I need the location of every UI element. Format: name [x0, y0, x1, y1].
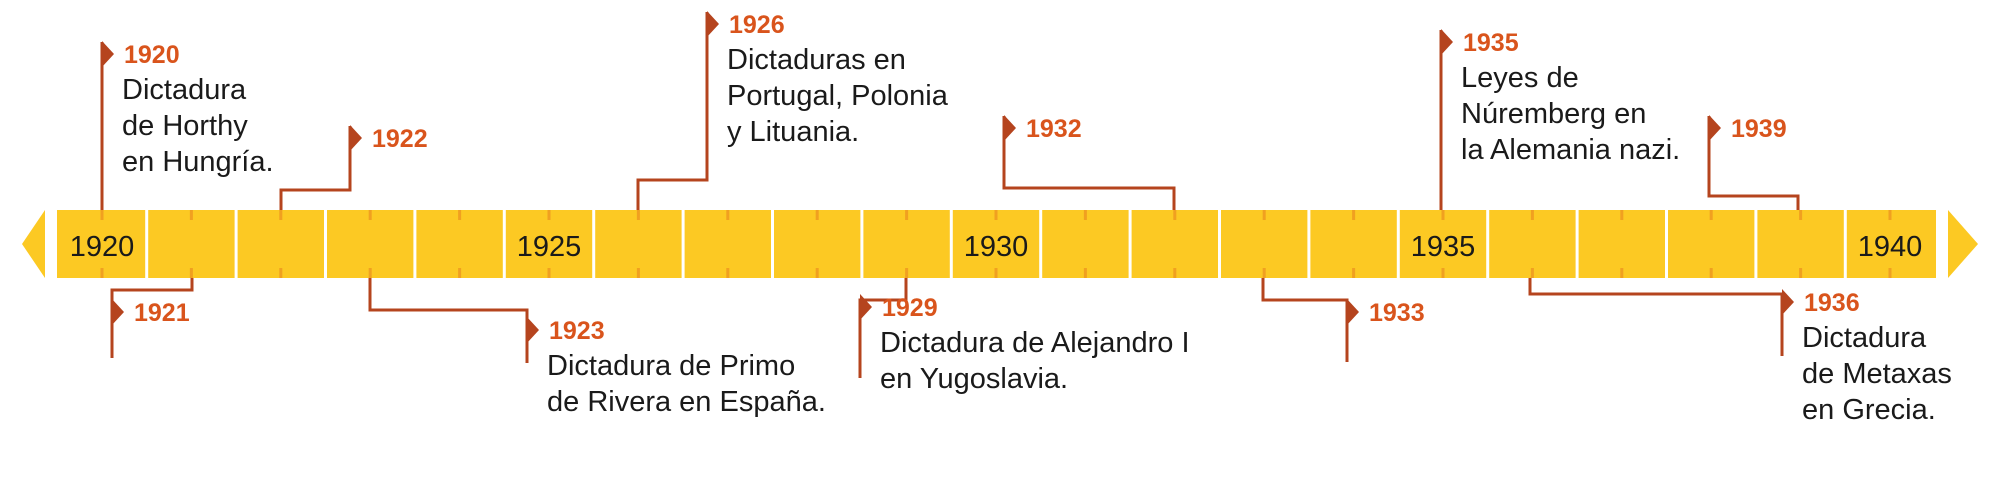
- event-description-line: Portugal, Polonia: [727, 80, 949, 112]
- flag-marker: [112, 299, 124, 325]
- axis-label-1925: 1925: [517, 231, 582, 263]
- connector-line: [1528, 278, 1784, 356]
- event-1933: 1933: [1261, 278, 1425, 362]
- event-1936: 1936 Dictadura de Metaxas en Grecia.: [1528, 278, 1952, 426]
- event-year: 1939: [1731, 115, 1787, 143]
- event-1932: 1932: [1002, 115, 1176, 210]
- flag-marker: [527, 317, 539, 343]
- left-arrow: [22, 210, 45, 278]
- event-description-line: de Metaxas: [1802, 358, 1952, 390]
- event-description-line: de Rivera en España.: [547, 386, 826, 418]
- axis-labels: 1920 1925 1930 1935 1940: [70, 231, 1923, 263]
- connector-line: [636, 12, 709, 210]
- event-description-line: en Grecia.: [1802, 394, 1936, 426]
- event-1921: 1921: [110, 278, 194, 358]
- event-description-line: Dictaduras en: [727, 44, 906, 76]
- band-bar: [57, 210, 1936, 278]
- event-1923: 1923 Dictadura de Primo de Rivera en Españ…: [368, 278, 826, 418]
- connector-line: [1002, 116, 1176, 210]
- event-description-line: Dictadura: [1802, 322, 1927, 354]
- event-year: 1926: [729, 11, 785, 39]
- event-description-line: Dictadura: [122, 74, 247, 106]
- connector-line: [368, 278, 529, 363]
- event-year: 1935: [1463, 29, 1519, 57]
- axis-label-1935: 1935: [1411, 231, 1476, 263]
- event-description-line: de Horthy: [122, 110, 248, 142]
- flag-marker: [1004, 115, 1016, 141]
- right-arrow: [1948, 210, 1978, 278]
- event-1920: 1920 Dictadura de Horthy en Hungría.: [100, 41, 274, 210]
- flag-marker: [102, 41, 114, 67]
- event-year: 1922: [372, 125, 428, 153]
- event-description-line: Leyes de: [1461, 62, 1579, 94]
- event-description-line: la Alemania nazi.: [1461, 134, 1680, 166]
- flag-marker: [1441, 29, 1453, 55]
- event-year: 1923: [549, 317, 605, 345]
- flag-marker: [1782, 289, 1794, 315]
- event-description-line: Dictadura de Alejandro I: [880, 327, 1190, 359]
- event-year: 1936: [1804, 289, 1860, 317]
- event-year: 1929: [882, 294, 938, 322]
- event-year: 1933: [1369, 299, 1425, 327]
- connector-line: [1261, 278, 1349, 362]
- axis-label-1930: 1930: [964, 231, 1029, 263]
- event-year: 1921: [134, 299, 190, 327]
- flag-marker: [1709, 115, 1721, 141]
- flag-marker: [1347, 299, 1359, 325]
- events: 1920 Dictadura de Horthy en Hungría. 1921 192…: [100, 11, 1952, 426]
- event-description-line: Núremberg en: [1461, 98, 1646, 130]
- event-description-line: y Lituania.: [727, 116, 859, 148]
- flag-marker: [707, 11, 719, 37]
- timeline-band: [22, 210, 1978, 278]
- event-year: 1920: [124, 41, 180, 69]
- event-description-line: Dictadura de Primo: [547, 350, 795, 382]
- connector-line: [1707, 116, 1800, 210]
- event-1929: 1929 Dictadura de Alejandro I en Yugoslavi…: [858, 278, 1190, 395]
- flag-marker: [350, 125, 362, 151]
- flag-marker: [860, 294, 872, 320]
- connector-line: [858, 278, 908, 378]
- axis-label-1940: 1940: [1858, 231, 1923, 263]
- event-year: 1932: [1026, 115, 1082, 143]
- connector-line: [279, 126, 352, 210]
- event-1926: 1926 Dictaduras en Portugal, Polonia y Litu…: [636, 11, 949, 210]
- event-1935: 1935 Leyes de Núremberg en la Alemania nazi…: [1439, 29, 1680, 210]
- event-1939: 1939: [1707, 115, 1800, 210]
- event-1922: 1922: [279, 125, 428, 210]
- event-description-line: en Yugoslavia.: [880, 363, 1068, 395]
- event-description-line: en Hungría.: [122, 146, 274, 178]
- axis-label-1920: 1920: [70, 231, 135, 263]
